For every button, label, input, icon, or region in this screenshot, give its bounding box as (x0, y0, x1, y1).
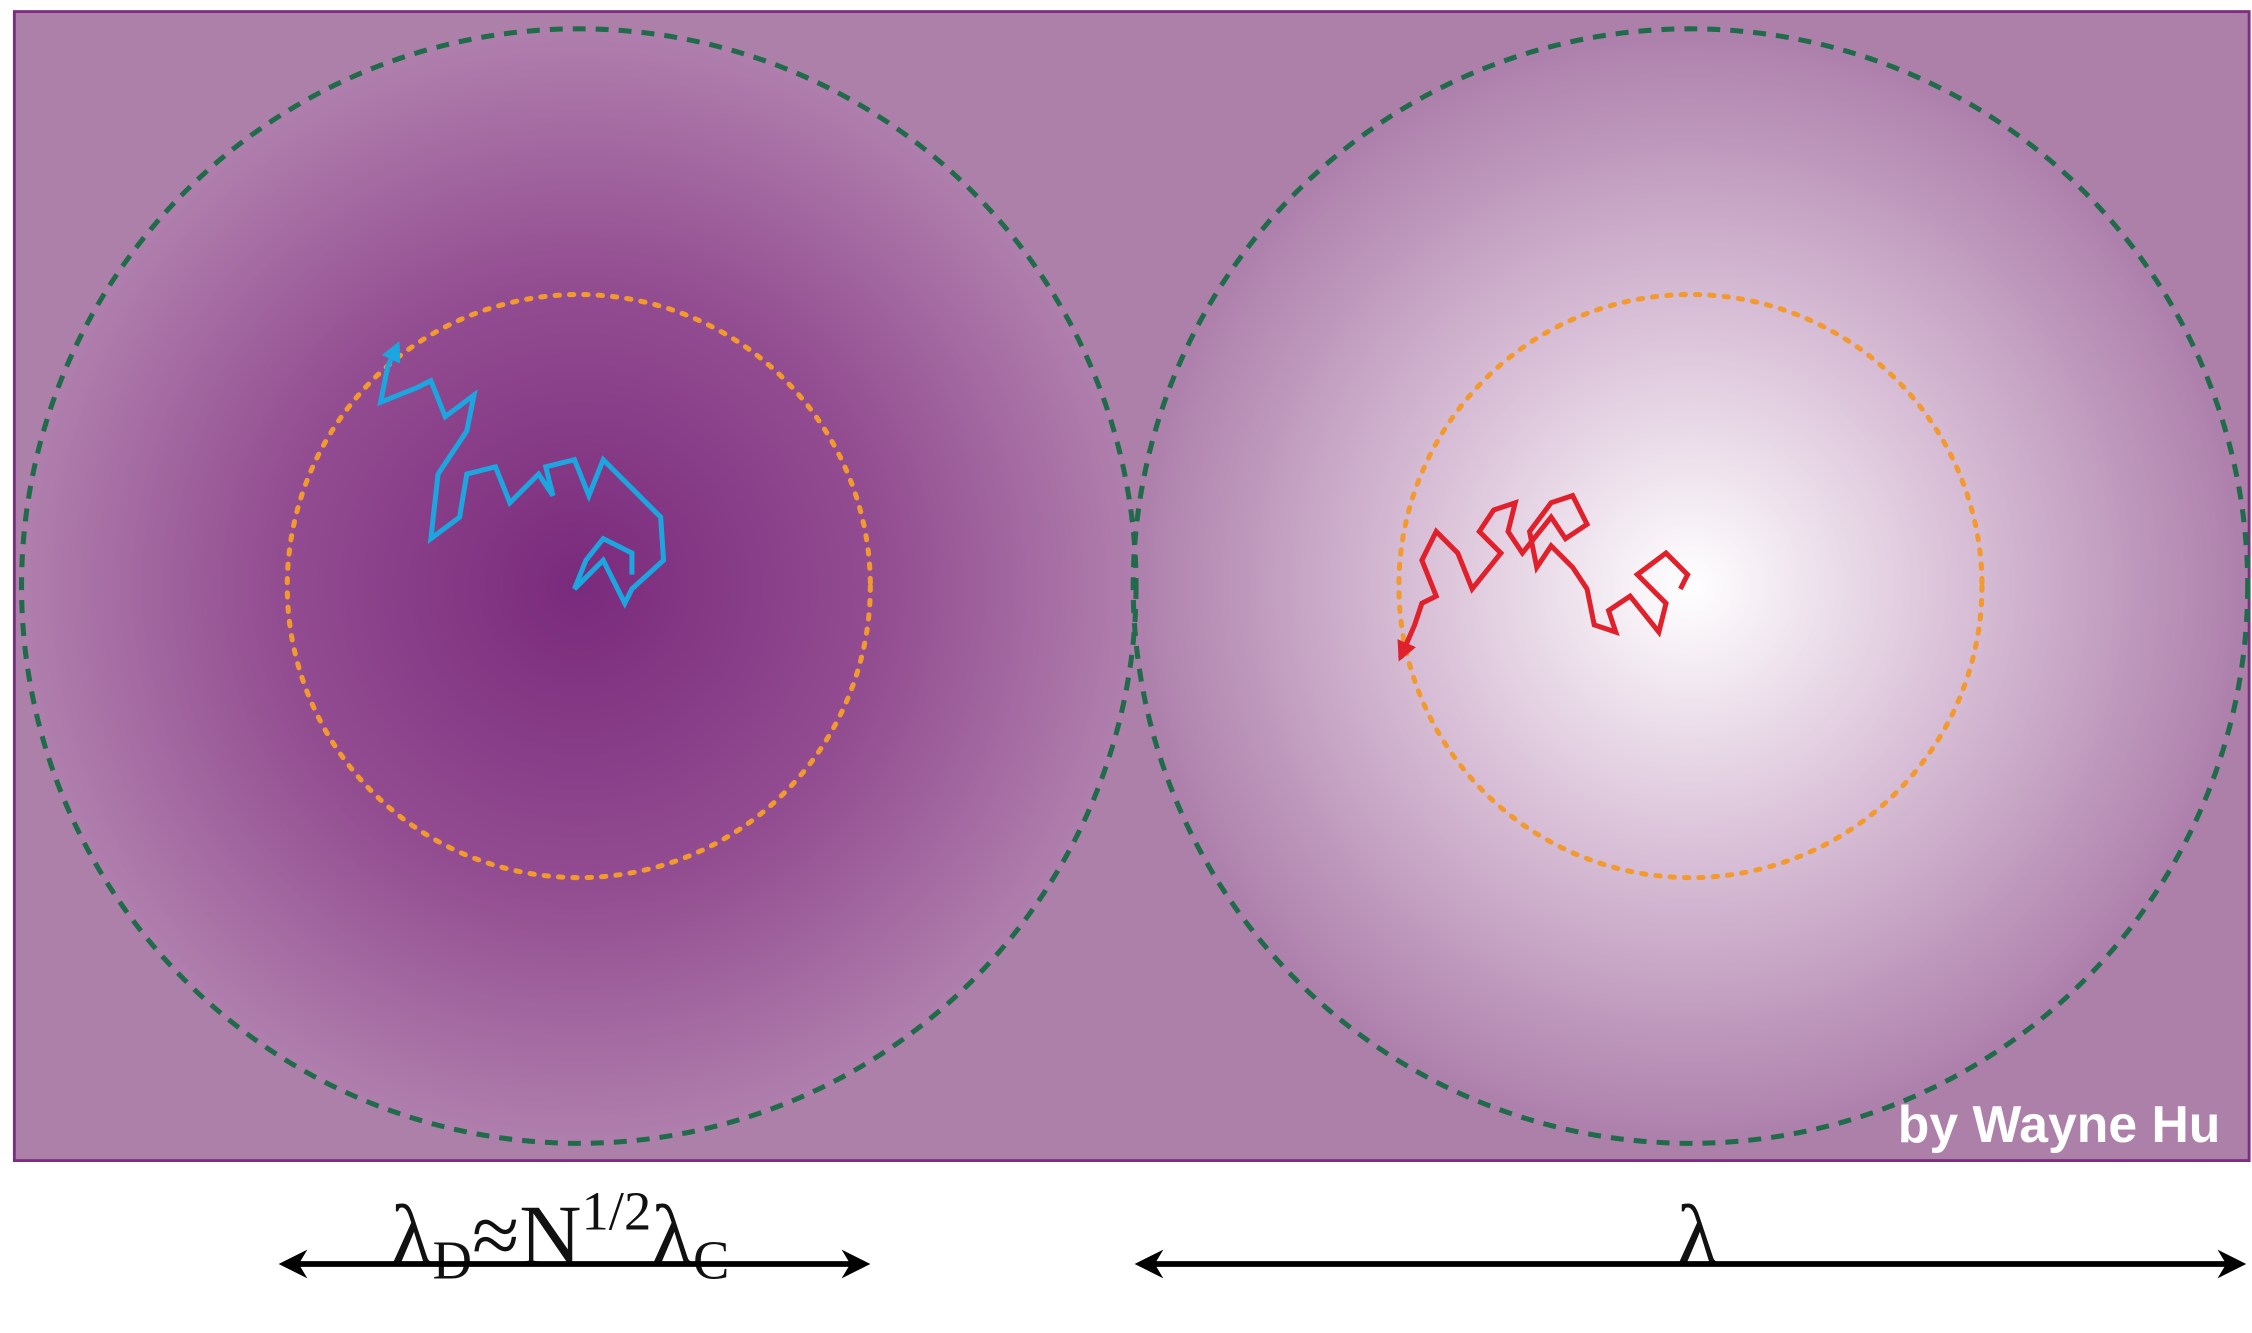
diagram: by Wayne Hu λD≈N1/2λC λ (0, 0, 2252, 1333)
page: by Wayne Hu λD≈N1/2λC λ (() => { const d… (0, 0, 2252, 1333)
rarefaction-region (1133, 29, 2248, 1144)
damping-scale-label: λD≈N1/2λC (391, 1181, 730, 1291)
symbol: ≈N (472, 1187, 582, 1283)
symbol: λ (651, 1187, 693, 1283)
superscript: 1/2 (582, 1181, 652, 1242)
subscript: D (433, 1229, 472, 1290)
credit: by Wayne Hu (1898, 1095, 2221, 1153)
symbol: λ (391, 1187, 433, 1283)
wavelength-label: λ (1677, 1187, 1719, 1283)
subscript: C (693, 1229, 729, 1290)
